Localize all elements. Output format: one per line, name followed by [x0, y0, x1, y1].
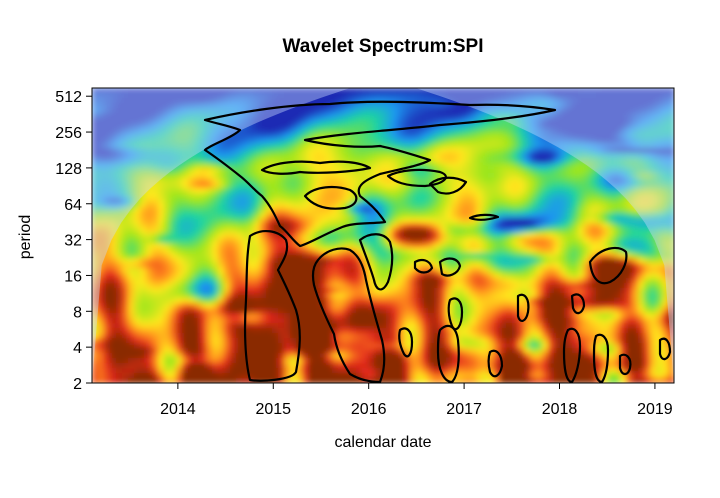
y-axis-label: period	[17, 215, 34, 259]
y-tick-label: 64	[64, 197, 82, 214]
x-axis-label: calendar date	[335, 434, 432, 451]
y-tick-label: 512	[55, 89, 82, 106]
cone-of-influence-shading	[92, 88, 674, 383]
chart-title: Wavelet Spectrum:SPI	[283, 36, 484, 57]
plot-frame	[91, 87, 675, 384]
y-tick-label: 256	[55, 125, 82, 142]
y-tick-label: 32	[64, 233, 82, 250]
x-axis: 2014 2015 2016 2017 2018 2019	[160, 383, 673, 418]
x-tick-label: 2015	[255, 401, 291, 418]
y-tick-label: 8	[73, 304, 82, 321]
y-tick-label: 128	[55, 161, 82, 178]
x-tick-label: 2019	[637, 401, 673, 418]
y-axis: 2 4 8 16 32 64 128 256 512	[55, 89, 92, 393]
y-tick-label: 2	[73, 376, 82, 393]
x-tick-label: 2014	[160, 401, 196, 418]
plot-area	[92, 88, 674, 383]
y-tick-label: 16	[64, 268, 82, 285]
x-tick-label: 2018	[542, 401, 578, 418]
significance-contours	[203, 100, 672, 383]
x-tick-label: 2017	[446, 401, 482, 418]
x-tick-label: 2016	[351, 401, 387, 418]
y-tick-label: 4	[73, 340, 82, 357]
wavelet-power-heatmap	[92, 88, 674, 383]
